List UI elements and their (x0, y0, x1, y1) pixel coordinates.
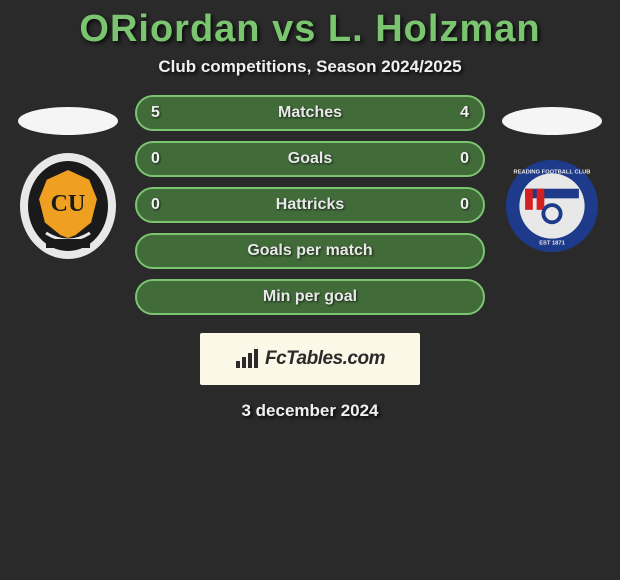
brand-label: FcTables.com (265, 348, 385, 370)
svg-text:CU: CU (51, 191, 86, 217)
stat-label: Goals per match (247, 242, 372, 260)
stat-left-value: 0 (151, 150, 171, 168)
stat-label: Goals (288, 150, 332, 168)
player-left-col: CU (13, 95, 123, 261)
brand-watermark: FcTables.com (200, 333, 420, 385)
page-title: ORiordan vs L. Holzman (0, 0, 620, 57)
stat-row-goals: 0 Goals 0 (135, 141, 485, 177)
date-footer: 3 december 2024 (0, 395, 620, 421)
brand-text: FcTables.com (235, 348, 385, 370)
main-row: CU 5 Matches 4 0 Goals 0 0 Hattricks 0 (0, 95, 620, 315)
club-badge-right: READING FOOTBALL CLUB EST 1871 (502, 151, 602, 261)
comparison-card: ORiordan vs L. Holzman Club competitions… (0, 0, 620, 421)
chart-icon (235, 349, 261, 369)
stat-right-value: 4 (449, 104, 469, 122)
stat-label: Hattricks (276, 196, 344, 214)
stat-left-value: 5 (151, 104, 171, 122)
club-badge-left: CU (18, 151, 118, 261)
stat-right-value: 0 (449, 150, 469, 168)
stat-row-goals-per-match: Goals per match (135, 233, 485, 269)
avatar-placeholder-left (18, 107, 118, 135)
page-subtitle: Club competitions, Season 2024/2025 (0, 57, 620, 95)
cambridge-badge-icon: CU (18, 151, 118, 261)
stat-label: Min per goal (263, 288, 357, 306)
stats-column: 5 Matches 4 0 Goals 0 0 Hattricks 0 Goal… (135, 95, 485, 315)
stat-right-value: 0 (449, 196, 469, 214)
player-right-col: READING FOOTBALL CLUB EST 1871 (497, 95, 607, 261)
reading-badge-icon: READING FOOTBALL CLUB EST 1871 (504, 158, 600, 254)
avatar-placeholder-right (502, 107, 602, 135)
stat-row-matches: 5 Matches 4 (135, 95, 485, 131)
stat-row-min-per-goal: Min per goal (135, 279, 485, 315)
svg-text:READING FOOTBALL CLUB: READING FOOTBALL CLUB (514, 169, 591, 175)
stat-left-value: 0 (151, 196, 171, 214)
stat-label: Matches (278, 104, 342, 122)
stat-row-hattricks: 0 Hattricks 0 (135, 187, 485, 223)
svg-text:EST 1871: EST 1871 (539, 240, 565, 246)
